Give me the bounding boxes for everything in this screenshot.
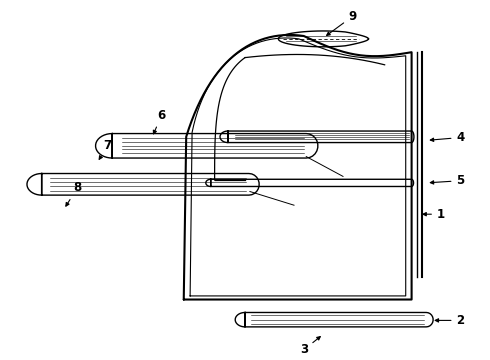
Text: 2: 2	[435, 314, 465, 327]
Text: 9: 9	[327, 10, 357, 35]
Text: 8: 8	[66, 181, 81, 206]
Text: 7: 7	[99, 139, 112, 159]
Text: 4: 4	[430, 131, 465, 144]
Text: 3: 3	[300, 337, 320, 356]
Text: 1: 1	[423, 208, 445, 221]
Text: 5: 5	[430, 174, 465, 187]
Text: 6: 6	[153, 109, 166, 134]
